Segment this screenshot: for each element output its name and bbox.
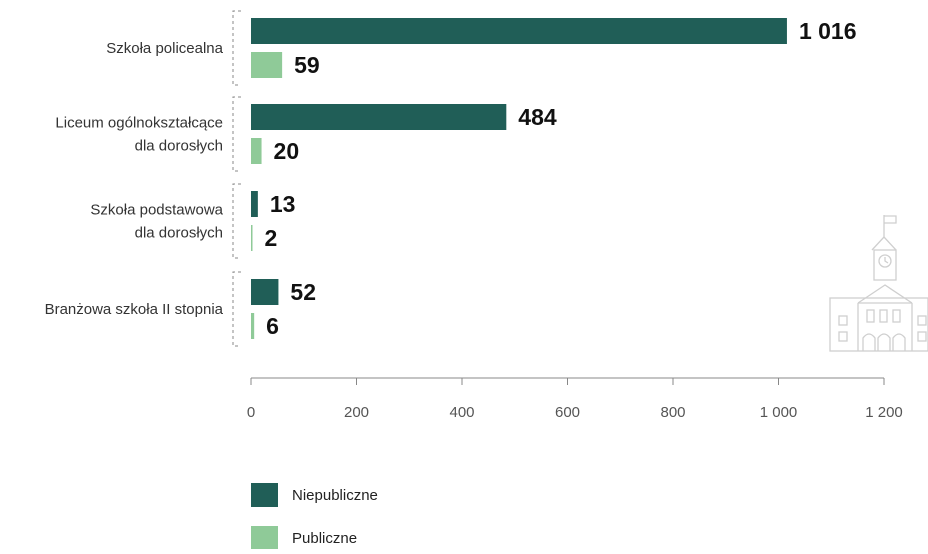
bar-niepubliczne <box>251 104 507 130</box>
data-label: 6 <box>266 313 279 339</box>
bars <box>251 18 787 339</box>
bar-publiczne <box>251 225 253 251</box>
bar-niepubliczne <box>251 279 279 305</box>
data-label: 52 <box>290 279 316 305</box>
data-label: 1 016 <box>799 18 857 44</box>
bar-publiczne <box>251 52 283 78</box>
data-label: 2 <box>265 225 278 251</box>
category-bracket <box>232 96 241 172</box>
value-labels: 1 016 59 484 20 13 2 52 6 <box>265 18 857 339</box>
legend-swatch-niepubliczne <box>251 483 278 507</box>
bar-niepubliczne <box>251 18 787 44</box>
category-bracket <box>232 183 241 259</box>
x-tick-label: 800 <box>660 404 685 421</box>
data-label: 13 <box>270 191 296 217</box>
data-label: 484 <box>518 104 557 130</box>
x-axis: 0 200 400 600 800 1 000 1 200 <box>247 377 903 421</box>
bar-niepubliczne <box>251 191 258 217</box>
bar-publiczne <box>251 313 255 339</box>
category-label: Szkoła podstawowa <box>90 202 223 219</box>
category-label: Liceum ogólnokształcące <box>55 115 223 132</box>
category-bracket <box>232 10 241 86</box>
town-hall-icon <box>829 215 928 352</box>
legend-swatch-publiczne <box>251 526 278 550</box>
legend: Niepubliczne Publiczne <box>251 483 378 550</box>
x-tick-label: 1 200 <box>865 404 903 421</box>
x-tick-label: 600 <box>555 404 580 421</box>
category-labels: Szkoła policealna Liceum ogólnokształcące… <box>45 40 224 318</box>
x-tick-label: 0 <box>247 404 255 421</box>
x-tick-label: 400 <box>449 404 474 421</box>
legend-label: Niepubliczne <box>292 487 378 504</box>
data-label: 59 <box>294 52 320 78</box>
category-label: Branżowa szkoła II stopnia <box>45 301 224 318</box>
category-label: dla dorosłych <box>135 225 223 242</box>
category-label: Szkoła policealna <box>106 40 223 57</box>
bar-publiczne <box>251 138 262 164</box>
x-tick-label: 1 000 <box>760 404 798 421</box>
data-label: 20 <box>274 138 300 164</box>
category-label: dla dorosłych <box>135 138 223 155</box>
x-tick-label: 200 <box>344 404 369 421</box>
category-bracket <box>232 271 241 347</box>
category-brackets <box>232 10 241 347</box>
legend-label: Publiczne <box>292 530 357 547</box>
